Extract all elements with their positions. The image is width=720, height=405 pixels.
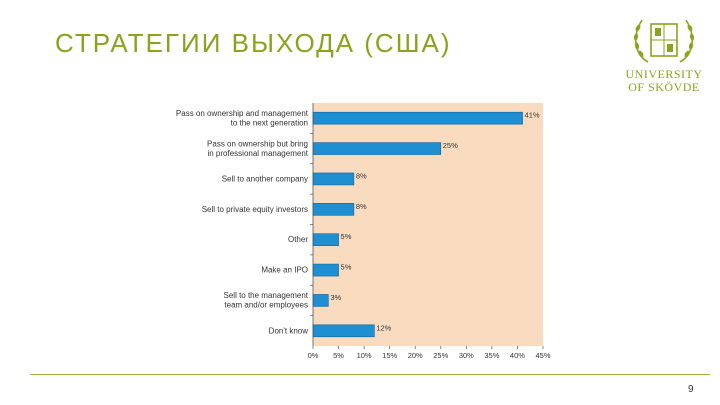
x-tick-label: 10% [357, 351, 372, 360]
category-label: Pass on ownership but bring [207, 139, 308, 148]
category-label: Sell to the management [224, 291, 309, 300]
category-label: Sell to private equity investors [202, 205, 308, 214]
category-label: Make an IPO [261, 266, 308, 275]
data-label: 25% [443, 141, 458, 150]
data-label: 12% [376, 323, 391, 332]
bar [312, 142, 442, 155]
category-label: Sell to another company [222, 174, 308, 183]
x-tick-label: 15% [382, 351, 397, 360]
x-tick-label: 5% [333, 351, 344, 360]
category-label: team and/or employees [224, 301, 308, 310]
plot-background [313, 103, 543, 346]
bar [312, 263, 339, 277]
x-tick-label: 40% [510, 351, 525, 360]
bar [312, 324, 375, 338]
bar [312, 294, 329, 307]
data-label: 5% [341, 232, 352, 241]
category-label: to the next generation [231, 118, 308, 127]
data-label: 3% [330, 293, 341, 302]
bar [312, 233, 339, 246]
university-logo: UNIVERSITY OF SKÖVDE [624, 10, 704, 96]
x-tick-label: 35% [484, 351, 499, 360]
x-tick-label: 0% [308, 351, 319, 360]
footer-divider [30, 374, 710, 375]
x-tick-label: 25% [433, 351, 448, 360]
category-label: Pass on ownership and management [176, 109, 309, 118]
category-label: Other [288, 235, 308, 244]
data-label: 5% [341, 263, 352, 272]
data-label: 8% [356, 171, 367, 180]
category-label: in professional management [207, 149, 308, 158]
laurel-wreath-crest-icon: UNIVERSITY OF SKÖVDE [626, 19, 703, 94]
x-tick-label: 45% [535, 351, 550, 360]
category-label: Don't know [269, 326, 309, 335]
logo-line-2: OF SKÖVDE [628, 80, 700, 94]
x-tick-label: 30% [459, 351, 474, 360]
exit-strategies-chart: 41% Pass on ownership and management to th… [160, 100, 560, 370]
slide-title: СТРАТЕГИИ ВЫХОДА (США) [55, 28, 452, 58]
bar [312, 172, 355, 186]
bar [312, 203, 355, 216]
x-tick-label: 20% [408, 351, 423, 360]
page-number: 9 [688, 384, 694, 395]
data-label: 8% [356, 202, 367, 211]
bar [312, 111, 523, 125]
data-label: 41% [525, 111, 540, 120]
logo-line-1: UNIVERSITY [626, 67, 703, 81]
